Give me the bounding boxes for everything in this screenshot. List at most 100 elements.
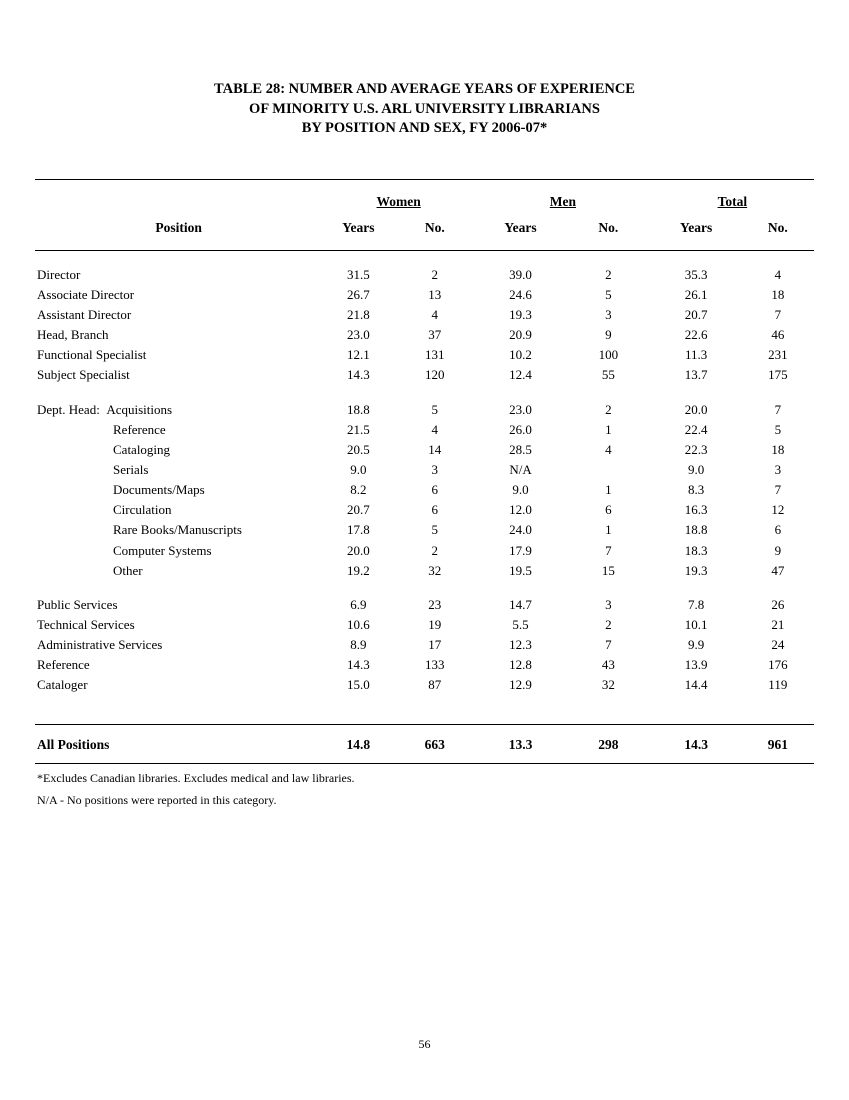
value-cell: 87: [395, 675, 476, 695]
table-row: Documents/Maps8.269.018.37: [35, 480, 814, 500]
table-row: Director31.5239.0235.34: [35, 265, 814, 285]
value-cell: 13.7: [651, 365, 742, 385]
col-total-years: Years: [651, 220, 742, 250]
value-cell: 24: [742, 635, 814, 655]
value-cell: 4: [395, 420, 476, 440]
all-positions-row: All Positions 14.8 663 13.3 298 14.3 961: [35, 725, 814, 763]
value-cell: 2: [566, 615, 651, 635]
bottom-rule: [35, 763, 814, 764]
value-cell: 46: [742, 325, 814, 345]
value-cell: 19.2: [322, 561, 394, 581]
value-cell: 22.3: [651, 440, 742, 460]
table-row: Technical Services10.6195.5210.121: [35, 615, 814, 635]
value-cell: 19: [395, 615, 476, 635]
value-cell: 39.0: [475, 265, 566, 285]
value-cell: 32: [395, 561, 476, 581]
value-cell: 12: [742, 500, 814, 520]
value-cell: 14.7: [475, 595, 566, 615]
position-cell: Cataloging: [35, 440, 322, 460]
value-cell: 21: [742, 615, 814, 635]
page-container: TABLE 28: NUMBER AND AVERAGE YEARS OF EX…: [0, 0, 849, 809]
value-cell: 18: [742, 440, 814, 460]
col-women-no: No.: [395, 220, 476, 250]
value-cell: 9.0: [322, 460, 394, 480]
value-cell: 100: [566, 345, 651, 365]
value-cell: 13.9: [651, 655, 742, 675]
table-title: TABLE 28: NUMBER AND AVERAGE YEARS OF EX…: [35, 80, 814, 139]
position-cell: Public Services: [35, 595, 322, 615]
value-cell: 20.5: [322, 440, 394, 460]
value-cell: 2: [395, 265, 476, 285]
value-cell: 10.6: [322, 615, 394, 635]
value-cell: 15: [566, 561, 651, 581]
value-cell: 2: [566, 265, 651, 285]
value-cell: 6: [742, 520, 814, 540]
value-cell: 18.3: [651, 541, 742, 561]
value-cell: 43: [566, 655, 651, 675]
table-row: Circulation20.7612.0616.312: [35, 500, 814, 520]
value-cell: 2: [566, 400, 651, 420]
value-cell: 12.3: [475, 635, 566, 655]
value-cell: 119: [742, 675, 814, 695]
value-cell: 6: [395, 500, 476, 520]
value-cell: 20.7: [651, 305, 742, 325]
value-cell: 175: [742, 365, 814, 385]
value-cell: 8.2: [322, 480, 394, 500]
value-cell: 7: [566, 635, 651, 655]
value-cell: 5: [395, 400, 476, 420]
value-cell: 14.4: [651, 675, 742, 695]
title-line-2: OF MINORITY U.S. ARL UNIVERSITY LIBRARIA…: [35, 100, 814, 120]
value-cell: 5: [395, 520, 476, 540]
value-cell: 133: [395, 655, 476, 675]
value-cell: 23.0: [475, 400, 566, 420]
value-cell: 8.3: [651, 480, 742, 500]
title-line-1: TABLE 28: NUMBER AND AVERAGE YEARS OF EX…: [35, 80, 814, 100]
position-cell: Dept. Head: Acquisitions: [35, 400, 322, 420]
value-cell: 18: [742, 285, 814, 305]
value-cell: 17.9: [475, 541, 566, 561]
col-group-men: Men: [475, 180, 651, 220]
value-cell: 37: [395, 325, 476, 345]
page-number: 56: [0, 1037, 849, 1052]
position-cell: Documents/Maps: [35, 480, 322, 500]
value-cell: 9.0: [475, 480, 566, 500]
value-cell: 20.0: [322, 541, 394, 561]
value-cell: 9.0: [651, 460, 742, 480]
all-total-no: 961: [742, 725, 814, 763]
value-cell: 23.0: [322, 325, 394, 345]
footnote-2: N/A - No positions were reported in this…: [35, 792, 814, 809]
position-cell: Functional Specialist: [35, 345, 322, 365]
value-cell: 24.6: [475, 285, 566, 305]
table-row: Rare Books/Manuscripts17.8524.0118.86: [35, 520, 814, 540]
col-group-women: Women: [322, 180, 475, 220]
value-cell: 14.3: [322, 365, 394, 385]
value-cell: 28.5: [475, 440, 566, 460]
value-cell: 176: [742, 655, 814, 675]
position-cell: Serials: [35, 460, 322, 480]
value-cell: 21.5: [322, 420, 394, 440]
value-cell: 5: [742, 420, 814, 440]
value-cell: 17.8: [322, 520, 394, 540]
value-cell: 24.0: [475, 520, 566, 540]
value-cell: 16.3: [651, 500, 742, 520]
col-men-years: Years: [475, 220, 566, 250]
value-cell: 131: [395, 345, 476, 365]
value-cell: 5.5: [475, 615, 566, 635]
value-cell: 9: [742, 541, 814, 561]
sub-header-row: Position Years No. Years No. Years No.: [35, 220, 814, 250]
value-cell: 15.0: [322, 675, 394, 695]
position-cell: Director: [35, 265, 322, 285]
value-cell: 26: [742, 595, 814, 615]
position-cell: Reference: [35, 420, 322, 440]
table-row: Assistant Director21.8419.3320.77: [35, 305, 814, 325]
value-cell: N/A: [475, 460, 566, 480]
value-cell: 8.9: [322, 635, 394, 655]
value-cell: 6: [395, 480, 476, 500]
value-cell: 19.5: [475, 561, 566, 581]
table-row: Public Services6.92314.737.826: [35, 595, 814, 615]
value-cell: 3: [566, 595, 651, 615]
col-men-no: No.: [566, 220, 651, 250]
value-cell: 20.9: [475, 325, 566, 345]
all-women-no: 663: [395, 725, 476, 763]
position-cell: Administrative Services: [35, 635, 322, 655]
